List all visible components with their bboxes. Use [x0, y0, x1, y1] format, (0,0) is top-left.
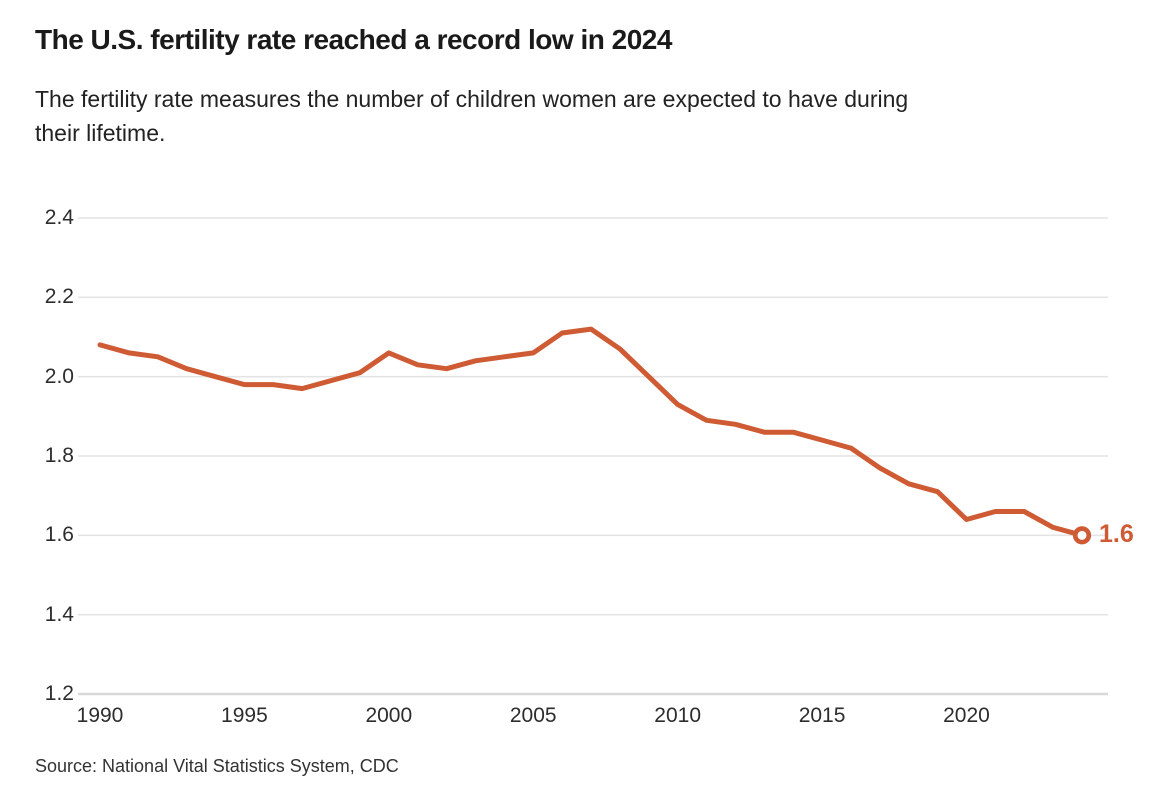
source-note: Source: National Vital Statistics System… — [35, 756, 399, 776]
x-tick-label: 2005 — [509, 704, 557, 727]
x-tick-label: 2000 — [365, 704, 413, 727]
y-tick-label: 2.4 — [44, 206, 74, 229]
y-tick-label: 2.2 — [44, 285, 74, 309]
chart-title: The U.S. fertility rate reached a record… — [35, 24, 672, 55]
end-value-label: 1.6 — [1099, 520, 1134, 548]
x-tick-label: 1990 — [76, 704, 124, 727]
x-tick-label: 1995 — [221, 704, 268, 727]
x-tick-label: 2010 — [654, 704, 701, 727]
chart-subtitle: The fertility rate measures the number o… — [35, 86, 909, 146]
y-tick-label: 1.2 — [44, 682, 74, 705]
y-tick-label: 1.8 — [44, 444, 74, 467]
end-point-marker — [1072, 526, 1092, 545]
fertility-rate-line — [97, 326, 1085, 538]
y-tick-label: 1.4 — [44, 602, 74, 626]
y-tick-label: 2.0 — [44, 364, 74, 388]
x-tick-label: 2020 — [943, 704, 990, 727]
x-tick-label: 2015 — [798, 704, 846, 727]
y-tick-label: 1.6 — [44, 523, 74, 547]
